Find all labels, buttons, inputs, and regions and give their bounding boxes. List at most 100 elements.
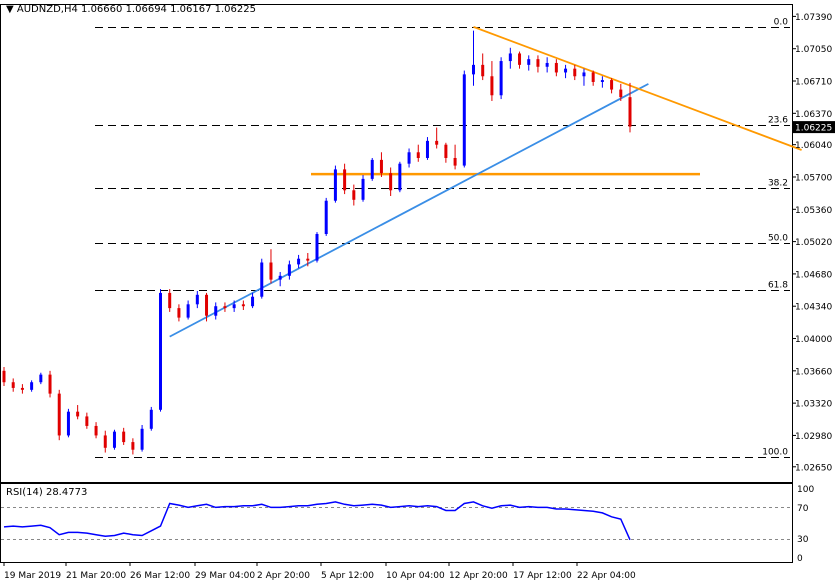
time-tick-label: 2 Apr 20:00 (257, 571, 310, 581)
candle (232, 300, 236, 312)
trendlines (169, 26, 802, 338)
candle (352, 184, 356, 206)
candle (573, 64, 577, 81)
candle-body (472, 64, 475, 75)
candle-body (324, 200, 328, 234)
candle (582, 68, 586, 86)
time-tick-label: 5 Apr 12:00 (321, 571, 374, 581)
candle-body (545, 62, 549, 67)
candle (536, 55, 540, 73)
fib-label: 38.2 (768, 179, 788, 189)
candle-body (361, 178, 365, 200)
price-tag-label: 1.06225 (795, 124, 832, 134)
candle-body (315, 233, 319, 261)
candle-body (122, 431, 126, 443)
price-tick-label: 1.05020 (795, 238, 832, 248)
candle-body (352, 190, 356, 200)
candle-body (508, 53, 512, 62)
price-tick-label: 1.03320 (795, 400, 832, 410)
candle (186, 300, 190, 320)
time-tick-label: 21 Mar 20:00 (66, 571, 126, 581)
candle-body (619, 89, 623, 98)
candle-body (205, 294, 209, 316)
candle (30, 380, 34, 392)
time-tick-label: 12 Apr 20:00 (449, 571, 508, 581)
candle (159, 289, 162, 412)
candle-body (11, 382, 15, 388)
price-tick-label: 1.07050 (795, 45, 832, 55)
price-tick-label: 1.06040 (795, 141, 832, 151)
candle (407, 148, 411, 168)
candle (490, 61, 494, 101)
fib-label: 0.0 (774, 18, 789, 28)
candle-body (370, 159, 374, 179)
rsi-tick-label: 70 (797, 504, 809, 514)
candle-body (131, 442, 135, 450)
candle (591, 70, 595, 86)
candle (131, 438, 135, 455)
fib-label: 23.6 (768, 116, 788, 126)
candle (628, 82, 632, 133)
candle (600, 76, 604, 88)
candle-body (48, 374, 52, 394)
candles (2, 30, 632, 455)
candle (453, 144, 457, 170)
candle-body (241, 304, 245, 307)
candle (444, 142, 448, 163)
time-tick-label: 26 Mar 12:00 (130, 571, 190, 581)
rsi-line (3, 501, 631, 541)
candle-body (94, 425, 98, 436)
fibonacci-levels: 0.0 23.6 38.2 50.0 61.8 100.0 (95, 18, 790, 458)
candle (223, 302, 227, 312)
candle (361, 175, 365, 202)
price-tick-label: 1.04000 (795, 335, 832, 345)
candle-body (260, 262, 264, 297)
candle-body (2, 370, 6, 383)
candle (527, 55, 531, 71)
candle-body (425, 140, 429, 158)
candle-body (39, 374, 43, 383)
price-tick-label: 1.04340 (795, 303, 832, 313)
price-tick-label: 1.04680 (795, 270, 832, 280)
candle (398, 161, 402, 193)
price-tick-label: 1.02650 (795, 463, 832, 473)
collapse-triangle-icon[interactable]: ▼ (6, 4, 14, 15)
main-panel-frame (0, 4, 793, 483)
candle-body (453, 157, 457, 166)
candle (518, 51, 522, 69)
candle (462, 70, 466, 168)
candle (269, 249, 273, 284)
candle-body (76, 411, 80, 417)
rsi-indicator: 100 70 30 0 (1, 485, 814, 564)
candle-body (269, 262, 273, 280)
candle (343, 163, 347, 195)
candle (177, 304, 181, 322)
fib-label: 50.0 (768, 234, 788, 244)
candle (315, 232, 319, 263)
price-tick-label: 1.05360 (795, 206, 832, 216)
candle (195, 291, 199, 309)
candle-body (149, 409, 153, 429)
chart-header: ▼ AUDNZD,H4 1.06660 1.06694 1.06167 1.06… (6, 4, 256, 15)
candle-body (490, 76, 494, 96)
candle-body (57, 393, 61, 436)
time-tick-label: 10 Apr 04:00 (386, 571, 445, 581)
candle (499, 57, 503, 100)
candle-body (20, 387, 24, 390)
rsi-header: RSI(14) 28.4773 (6, 487, 87, 498)
rsi-title: RSI(14) 28.4773 (6, 487, 88, 498)
candle-body (600, 80, 604, 82)
candle-body (379, 159, 383, 174)
rsi-panel-frame (0, 483, 793, 563)
candle-body (398, 163, 402, 191)
rsi-tick-label: 100 (797, 485, 814, 495)
candle (251, 292, 255, 309)
candle-body (297, 258, 301, 265)
rising-trendline (169, 83, 649, 338)
candle-body (435, 140, 439, 145)
candle-body (214, 306, 218, 316)
time-tick-label: 17 Apr 12:00 (513, 571, 572, 581)
candle-body (140, 428, 144, 450)
candle (287, 260, 291, 280)
